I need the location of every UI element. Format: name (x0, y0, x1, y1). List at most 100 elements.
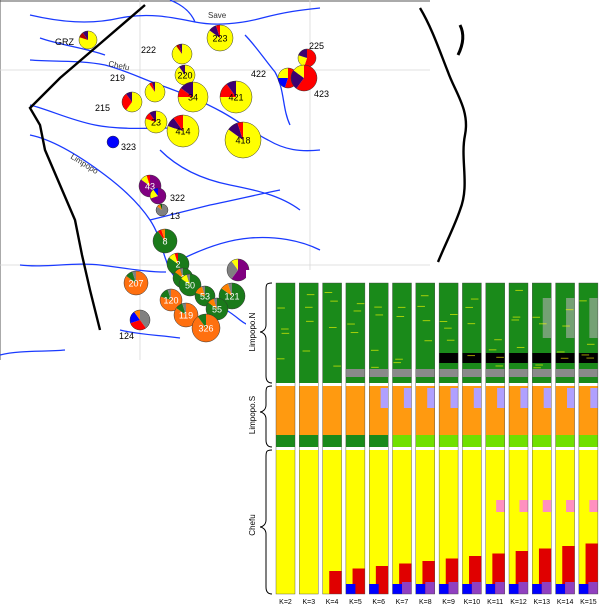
pie-slice (174, 303, 198, 327)
pie-outline (123, 270, 149, 296)
k-label: K=11 (487, 599, 503, 606)
site-label-207: 207 (128, 279, 143, 289)
site-label-222: 222 (141, 45, 156, 55)
site-label-53: 53 (200, 292, 210, 302)
pie-outline (191, 313, 221, 343)
pie-outline (194, 285, 216, 307)
pie-slice (195, 286, 205, 296)
pie-slice (278, 78, 288, 88)
site-pie-23: 23 (144, 110, 168, 134)
site-label-225: 225 (309, 41, 324, 51)
pie-slice (149, 111, 156, 122)
pie-slice (291, 70, 304, 89)
site-pie-223: 223 (206, 24, 234, 52)
k-label: K=5 (349, 599, 362, 606)
site-label-422: 422 (251, 69, 266, 79)
limpopo-trib-2 (179, 236, 321, 261)
k-labels: K=2 K=3 K=4 K=5 K=6 K=7 K=8 K=9 K=10 K=11 K=12 K=13… (279, 599, 597, 606)
pie-slice (161, 229, 165, 241)
pie-slice (231, 259, 238, 270)
structure-column-k-4 (322, 282, 342, 595)
k-label: K=4 (326, 599, 339, 606)
pie-slice (227, 283, 232, 296)
pie-slice (176, 303, 186, 315)
k-label: K=10 (464, 599, 481, 606)
k-label: K=6 (372, 599, 385, 606)
site-label-13: 13 (170, 211, 180, 221)
pie-slice (180, 82, 193, 97)
pie-slice (298, 49, 307, 58)
pie-slice (160, 204, 162, 210)
pie-slice (228, 122, 243, 140)
site-label-55: 55 (212, 305, 222, 315)
pie-outline (290, 64, 318, 92)
site-pie-326: 326 (191, 313, 221, 343)
structure-column-k-7 (392, 282, 412, 595)
limpopo-river (29, 134, 276, 331)
pie-slice (130, 320, 146, 331)
structure-column-k-11 (485, 282, 505, 595)
k-label: K=2 (279, 599, 292, 606)
river-label-chefu: Chefu (108, 59, 131, 72)
pie-slice (126, 271, 136, 283)
pie-slice (149, 189, 158, 199)
river-label-save: Save (208, 11, 227, 20)
k-label: K=9 (442, 599, 455, 606)
site-label-2: 2 (175, 260, 180, 270)
site-label-223: 223 (212, 34, 227, 44)
pie-outline (144, 110, 168, 134)
pie-slice (146, 175, 150, 186)
structure-column-k-12 (508, 282, 529, 595)
site-label-421: 421 (228, 93, 243, 103)
pie-slice (213, 298, 217, 309)
pie-slice (192, 314, 221, 342)
site-label-120: 120 (163, 296, 178, 306)
site-pie-120: 120 (159, 288, 183, 312)
structure-column-k-6 (369, 282, 389, 595)
site-label-8: 8 (162, 237, 167, 247)
pie-slice (121, 93, 132, 111)
pie-slice (153, 188, 158, 196)
river-sw (0, 349, 66, 356)
pie-slice (134, 310, 140, 320)
site-pie-322: 322 (149, 187, 185, 205)
pie-slice (293, 65, 304, 78)
pie-outline (121, 91, 143, 113)
site-label-119: 119 (179, 311, 193, 321)
pie-outline (206, 24, 234, 52)
group-brackets (259, 282, 273, 595)
k-label: K=7 (396, 599, 409, 606)
pie-outline (144, 81, 166, 103)
structure-bars (275, 282, 599, 595)
pie-slice (221, 283, 232, 296)
site-pie-34: 34 (177, 81, 209, 113)
pie-slice (160, 289, 171, 300)
site-label-43: 43 (145, 182, 155, 192)
group-label-limpopo-s: Limpopo.S (248, 396, 257, 434)
pie-slice (231, 259, 249, 282)
site-label-215: 215 (95, 103, 110, 113)
limpopo-trib-4 (159, 149, 301, 211)
pie-slice (206, 298, 229, 320)
group-label-chefu: Chefu (248, 514, 257, 535)
pie-outline (177, 81, 209, 113)
river-network (0, 0, 321, 356)
pie-slice (150, 188, 166, 205)
tributary-east (244, 34, 291, 126)
pie-slice (226, 81, 236, 97)
pie-slice (186, 274, 190, 285)
pie-outline (224, 121, 262, 159)
pie-slice (179, 65, 185, 75)
pie-slice (172, 44, 193, 64)
site-pie-323: 323 (106, 135, 136, 152)
k-label: K=15 (580, 599, 597, 606)
pie-slice (178, 44, 182, 54)
structure-panel: Limpopo.N Limpopo.S Chefu K=2 K=3 K=4 K=5 K=… (246, 270, 606, 609)
pie-slice (201, 286, 205, 296)
pie-slice (178, 88, 193, 97)
border-west (28, 4, 146, 331)
pie-slice (209, 25, 220, 38)
pie-outline (149, 187, 167, 205)
k-label: K=14 (557, 599, 574, 606)
structure-column-k-10 (462, 282, 482, 595)
